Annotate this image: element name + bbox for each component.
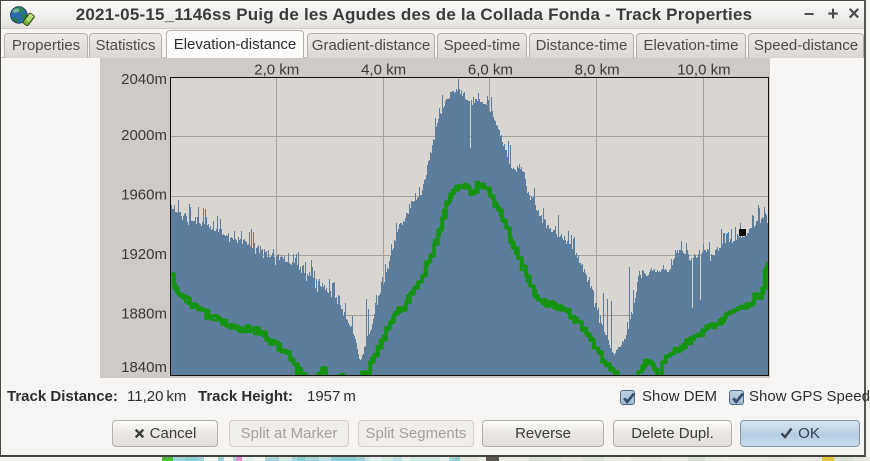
svg-text:4,0 km: 4,0 km [361, 62, 406, 79]
svg-text:2000m: 2000m [121, 127, 167, 144]
svg-text:8,0 km: 8,0 km [575, 62, 620, 79]
svg-text:6,0 km: 6,0 km [468, 62, 513, 79]
svg-text:10,0 km: 10,0 km [677, 62, 730, 79]
svg-text:2040m: 2040m [121, 71, 167, 88]
svg-text:1920m: 1920m [121, 246, 167, 263]
svg-text:1840m: 1840m [121, 359, 167, 376]
svg-text:1880m: 1880m [121, 306, 167, 323]
svg-text:1960m: 1960m [121, 187, 167, 204]
svg-text:2,0 km: 2,0 km [254, 62, 299, 79]
